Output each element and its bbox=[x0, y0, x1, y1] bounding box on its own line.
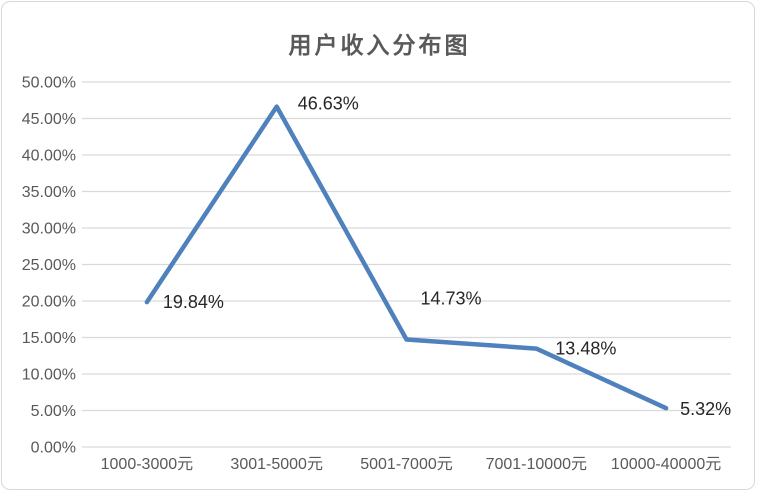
y-axis-tick-label: 40.00% bbox=[22, 148, 76, 165]
data-label: 5.32% bbox=[680, 399, 731, 419]
data-label: 14.73% bbox=[421, 288, 482, 308]
y-axis-tick-label: 5.00% bbox=[31, 403, 76, 420]
data-label: 46.63% bbox=[298, 94, 359, 114]
y-axis-tick-label: 20.00% bbox=[22, 294, 76, 311]
y-axis-tick-label: 15.00% bbox=[22, 330, 76, 347]
data-label: 19.84% bbox=[163, 292, 224, 312]
y-axis-tick-label: 50.00% bbox=[22, 75, 76, 92]
series-line bbox=[144, 104, 669, 411]
x-axis-category-label: 10000-40000元 bbox=[611, 456, 721, 473]
y-axis-tick-label: 35.00% bbox=[22, 184, 76, 201]
x-axis-category-label: 3001-5000元 bbox=[230, 456, 323, 473]
x-axis-category-label: 1000-3000元 bbox=[101, 456, 194, 473]
y-axis-tick-label: 30.00% bbox=[22, 221, 76, 238]
y-axis-tick-label: 0.00% bbox=[31, 440, 76, 457]
data-label: 13.48% bbox=[555, 339, 616, 359]
chart-title: 用户收入分布图 bbox=[288, 32, 471, 58]
y-axis-tick-label: 45.00% bbox=[22, 111, 76, 128]
x-axis-category-label: 7001-10000元 bbox=[486, 456, 587, 473]
y-axis-tick-label: 10.00% bbox=[22, 367, 76, 384]
y-axis-tick-label: 25.00% bbox=[22, 257, 76, 274]
x-axis-category-label: 5001-7000元 bbox=[360, 456, 453, 473]
